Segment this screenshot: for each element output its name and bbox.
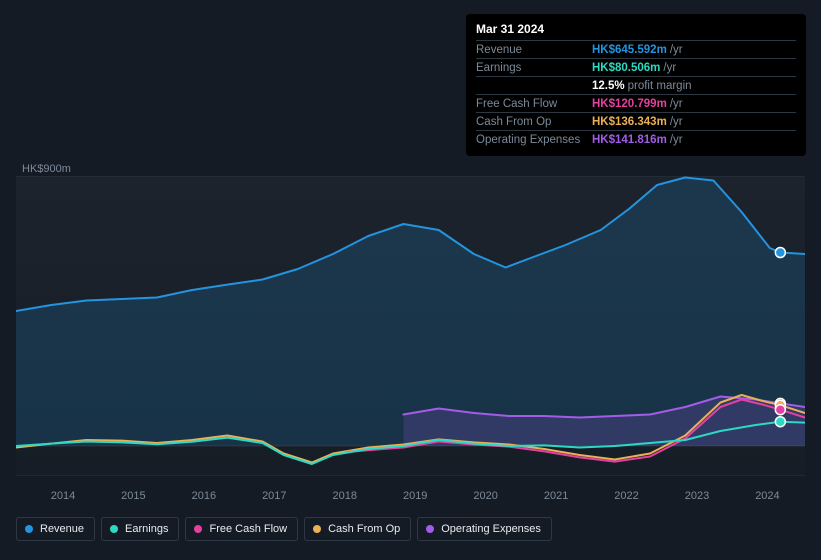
legend-label: Operating Expenses [441,523,541,535]
legend-swatch [194,525,202,533]
legend-label: Cash From Op [328,523,400,535]
tooltip-title: Mar 31 2024 [476,22,796,36]
tooltip-row-value: HK$645.592m [592,44,667,56]
tooltip-row: EarningsHK$80.506m/yr [476,58,796,76]
legend-item-cash-from-op[interactable]: Cash From Op [304,517,411,541]
chart-x-tick: 2023 [685,490,686,502]
tooltip-row: Cash From OpHK$136.343m/yr [476,112,796,130]
tooltip-row-suffix: /yr [670,134,683,146]
legend-swatch [426,525,434,533]
tooltip-row: 12.5%profit margin [476,76,796,94]
chart-x-tick: 2024 [755,490,756,502]
legend-item-operating-expenses[interactable]: Operating Expenses [417,517,552,541]
legend-label: Revenue [40,523,84,535]
tooltip-row-suffix: /yr [670,116,683,128]
tooltip-row-suffix: profit margin [628,80,692,92]
tooltip-row-suffix: /yr [670,98,683,110]
legend-swatch [110,525,118,533]
legend-item-earnings[interactable]: Earnings [101,517,179,541]
tooltip-row: RevenueHK$645.592m/yr [476,40,796,58]
chart-x-tick: 2014 [51,490,52,502]
tooltip-row-value: HK$136.343m [592,116,667,128]
tooltip-row: Free Cash FlowHK$120.799m/yr [476,94,796,112]
chart-x-tick: 2019 [403,490,404,502]
legend-swatch [25,525,33,533]
tooltip-row-value: HK$120.799m [592,98,667,110]
tooltip-row-label [476,80,592,92]
chart-y-label: HK$900m [22,163,71,175]
tooltip-row: Operating ExpensesHK$141.816m/yr [476,130,796,148]
chart-tooltip: Mar 31 2024RevenueHK$645.592m/yrEarnings… [466,14,806,156]
legend-item-free-cash-flow[interactable]: Free Cash Flow [185,517,298,541]
chart-x-tick: 2021 [544,490,545,502]
chart-x-tick: 2017 [262,490,263,502]
legend-label: Free Cash Flow [209,523,287,535]
tooltip-row-value: HK$141.816m [592,134,667,146]
chart-x-tick: 2020 [473,490,474,502]
tooltip-row-label: Revenue [476,44,592,56]
chart-x-tick: 2022 [614,490,615,502]
legend-swatch [313,525,321,533]
chart-x-tick: 2018 [333,490,334,502]
chart-canvas [16,176,805,476]
tooltip-row-value: HK$80.506m [592,62,660,74]
tooltip-row-value: 12.5% [592,80,625,92]
legend-item-revenue[interactable]: Revenue [16,517,95,541]
chart-legend: Revenue Earnings Free Cash Flow Cash From O… [16,517,552,541]
tooltip-row-suffix: /yr [663,62,676,74]
tooltip-row-label: Earnings [476,62,592,74]
tooltip-row-label: Cash From Op [476,116,592,128]
chart-x-tick: 2016 [192,490,193,502]
chart-x-tick: 2015 [121,490,122,502]
tooltip-row-label: Operating Expenses [476,134,592,146]
tooltip-row-label: Free Cash Flow [476,98,592,110]
legend-label: Earnings [125,523,168,535]
tooltip-row-suffix: /yr [670,44,683,56]
